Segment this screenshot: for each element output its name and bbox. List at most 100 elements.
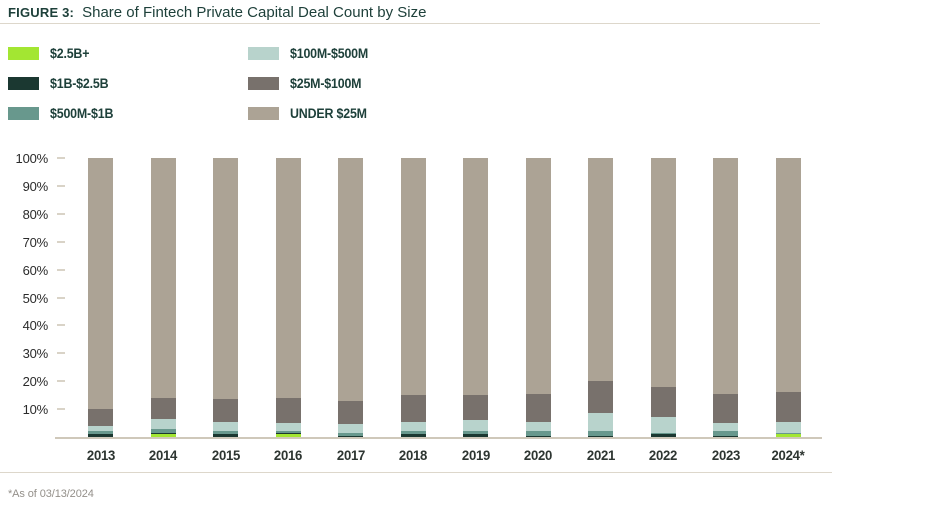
bar-segment bbox=[88, 431, 114, 435]
bar-segment bbox=[713, 158, 739, 394]
stacked-bar-2022 bbox=[650, 158, 676, 437]
bar-segment bbox=[88, 434, 114, 437]
legend-swatch-icon bbox=[8, 106, 39, 120]
x-axis-label: 2023 bbox=[711, 447, 740, 463]
bar-segment bbox=[150, 434, 176, 437]
x-axis-label: 2019 bbox=[461, 447, 490, 463]
y-axis-tick bbox=[57, 240, 65, 243]
bar-segment bbox=[213, 158, 239, 400]
page-title: Share of Fintech Private Capital Deal Co… bbox=[82, 4, 427, 21]
legend-label: $500M-$1B bbox=[50, 105, 114, 121]
bar-segment bbox=[525, 435, 551, 437]
bar-segment bbox=[463, 420, 489, 432]
bar-segment bbox=[650, 432, 676, 435]
bar-segment bbox=[463, 395, 489, 421]
chart-legend: $2.5B+ $1B-$2.5B $500M-$1B $100M-$500M $25M-… bbox=[8, 38, 375, 128]
bar-segment bbox=[775, 421, 801, 433]
stacked-bar-2014 bbox=[150, 158, 176, 437]
y-axis-tick bbox=[57, 380, 65, 383]
legend-label: $25M-$100M bbox=[290, 75, 362, 91]
stacked-bar-chart: 100% 90% 80% 70% 60% 50% 40% 30% 20% 10% 2013 2014 2… bbox=[0, 150, 945, 480]
y-axis-tick bbox=[57, 352, 65, 355]
x-axis-label: 2018 bbox=[399, 447, 428, 463]
bar-segment bbox=[775, 392, 801, 422]
legend-item: $2.5B+ bbox=[8, 38, 248, 68]
bar-segment bbox=[775, 434, 801, 437]
x-axis-label: 2020 bbox=[524, 447, 553, 463]
x-axis-label: 2022 bbox=[649, 447, 678, 463]
bar-segment bbox=[650, 386, 676, 418]
x-axis-label: 2013 bbox=[86, 447, 115, 463]
bar-segment bbox=[525, 421, 551, 432]
y-axis-tick-label: 80% bbox=[22, 206, 49, 222]
y-axis-tick bbox=[57, 268, 65, 271]
y-axis-tick-label: 10% bbox=[22, 402, 49, 418]
y-axis-tick-label: 30% bbox=[22, 346, 49, 362]
y-axis-tick-label: 70% bbox=[22, 234, 49, 250]
bar-segment bbox=[338, 432, 364, 436]
bar-segment bbox=[463, 434, 489, 437]
y-axis-tick-label: 100% bbox=[15, 151, 49, 166]
bar-segment bbox=[525, 431, 551, 436]
x-axis-label: 2016 bbox=[274, 447, 303, 463]
bar-segment bbox=[150, 397, 176, 419]
legend-item: $500M-$1B bbox=[8, 98, 248, 128]
bar-segment bbox=[213, 431, 239, 435]
bar-segment bbox=[275, 423, 301, 432]
bar-segment bbox=[525, 158, 551, 394]
stacked-bar-2016 bbox=[275, 158, 301, 437]
legend-swatch-icon bbox=[248, 46, 279, 60]
legend-swatch-icon bbox=[8, 76, 39, 90]
x-axis-label: 2015 bbox=[211, 447, 240, 463]
bar-segment bbox=[275, 434, 301, 437]
stacked-bar-2013 bbox=[88, 158, 114, 437]
bar-segment bbox=[338, 435, 364, 437]
bar-segment bbox=[650, 417, 676, 433]
y-axis-tick bbox=[57, 157, 65, 159]
legend-label: $1B-$2.5B bbox=[50, 75, 109, 91]
bar-segment bbox=[588, 435, 614, 437]
y-axis-tick-label: 40% bbox=[22, 318, 49, 334]
bar-segment bbox=[775, 158, 801, 393]
bar-segment bbox=[400, 395, 426, 422]
bar-segment bbox=[338, 158, 364, 401]
bar-segment bbox=[588, 431, 614, 436]
stacked-bar-2017 bbox=[338, 158, 364, 437]
y-axis-tick bbox=[57, 324, 65, 327]
bar-segment bbox=[400, 434, 426, 437]
bar-segment bbox=[213, 421, 239, 432]
legend-item: $100M-$500M bbox=[248, 38, 375, 68]
bar-segment bbox=[338, 424, 364, 433]
bar-segment bbox=[650, 434, 676, 437]
stacked-bar-2020 bbox=[525, 158, 551, 437]
legend-label: $100M-$500M bbox=[290, 45, 369, 61]
y-axis-tick-label: 60% bbox=[22, 262, 49, 278]
legend-item: $25M-$100M bbox=[248, 68, 375, 98]
x-axis-line bbox=[55, 437, 822, 439]
figure-label: FIGURE 3: bbox=[8, 5, 75, 20]
legend-label: $2.5B+ bbox=[50, 45, 90, 61]
bar-segment bbox=[713, 431, 739, 436]
y-axis-tick-label: 90% bbox=[22, 178, 49, 194]
bar-segment bbox=[463, 158, 489, 396]
bar-segment bbox=[150, 432, 176, 435]
figure-header: FIGURE 3: Share of Fintech Private Capita… bbox=[8, 4, 426, 22]
x-axis-label: 2014 bbox=[149, 447, 178, 463]
bar-segment bbox=[150, 428, 176, 433]
x-axis-label: 2017 bbox=[336, 447, 365, 463]
legend-swatch-icon bbox=[248, 76, 279, 90]
bar-segment bbox=[338, 400, 364, 425]
bar-segment bbox=[88, 158, 114, 410]
bar-segment bbox=[400, 431, 426, 435]
bar-segment bbox=[588, 413, 614, 432]
stacked-bar-2015 bbox=[213, 158, 239, 437]
bar-segment bbox=[275, 158, 301, 398]
legend-item: UNDER $25M bbox=[248, 98, 375, 128]
legend-swatch-icon bbox=[248, 106, 279, 120]
bar-segment bbox=[150, 418, 176, 429]
bar-segment bbox=[275, 431, 301, 433]
footnote: *As of 03/13/2024 bbox=[8, 488, 94, 500]
y-axis-tick bbox=[57, 408, 65, 411]
y-axis-tick bbox=[57, 212, 65, 215]
